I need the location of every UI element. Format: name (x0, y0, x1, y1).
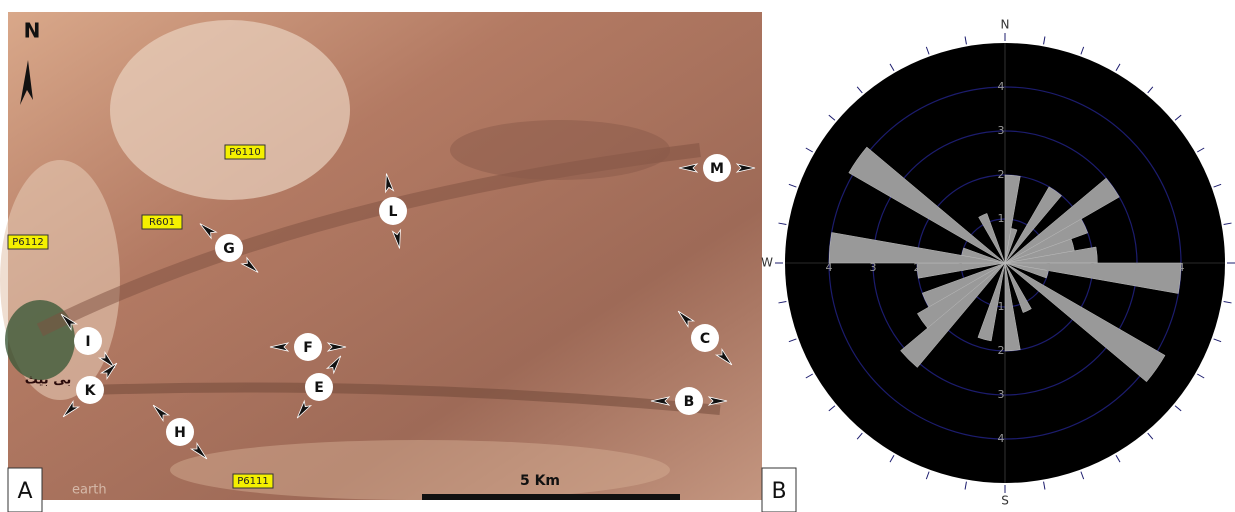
compass-tick (1197, 374, 1204, 378)
direction-label: W (761, 256, 773, 270)
compass-tick (1214, 339, 1222, 342)
figure: N P6110 R601 P6112 P6111 M L G I K F E H C B بی بیث eart… (0, 0, 1235, 512)
compass-tick (1148, 87, 1153, 93)
compass-tick (789, 184, 797, 187)
compass-tick (806, 148, 813, 152)
satellite-map (0, 12, 762, 500)
compass-tick (926, 47, 929, 55)
compass-tick (789, 339, 797, 342)
direction-label: S (1001, 494, 1009, 508)
compass-tick (829, 406, 835, 411)
compass-tick (1224, 302, 1232, 303)
compass-tick (829, 115, 835, 120)
ring-label: 4 (998, 432, 1005, 445)
compass-tick (926, 472, 929, 480)
ring-label: 4 (998, 80, 1005, 93)
site-label: L (389, 204, 398, 220)
compass-tick (1224, 223, 1232, 224)
panel-label: A (17, 479, 32, 504)
compass-tick (1116, 64, 1120, 71)
compass-tick (1044, 482, 1045, 490)
site-label: C (700, 331, 710, 347)
scale-label: 5 Km (520, 473, 560, 489)
compass-tick (778, 223, 786, 224)
compass-tick (778, 302, 786, 303)
ring-label: 4 (1178, 261, 1185, 274)
ring-label: 2 (998, 168, 1005, 181)
ring-label: 2 (914, 261, 921, 274)
watermark: earth (72, 483, 107, 498)
road-label: P6111 (237, 476, 268, 487)
ring-label: 2 (998, 344, 1005, 357)
panel-label: B (771, 479, 786, 504)
ring-label: 1 (998, 212, 1005, 225)
town-label: بی بیث (25, 373, 72, 388)
page: {"panel_a": {"label": "A", "north": "N",… (0, 0, 1235, 512)
compass-tick (1197, 148, 1204, 152)
north-label: N (24, 19, 41, 43)
ring-label: 1 (958, 261, 965, 274)
road-label: P6110 (229, 147, 260, 158)
compass-tick (965, 36, 966, 44)
compass-tick (1175, 406, 1181, 411)
site-label: G (223, 241, 235, 257)
site-label: B (684, 394, 695, 410)
site-label: H (174, 425, 186, 441)
site-label: F (303, 340, 313, 356)
ring-label: 1 (1046, 261, 1053, 274)
site-label: E (314, 380, 324, 396)
ring-label: 3 (998, 124, 1005, 137)
compass-tick (1175, 115, 1181, 120)
ring-label: 4 (826, 261, 833, 274)
ring-label: 3 (1134, 261, 1141, 274)
site-label: M (710, 161, 724, 177)
direction-label: N (1001, 18, 1010, 32)
road-label: R601 (149, 217, 175, 228)
ring-label: 1 (998, 300, 1005, 313)
compass-tick (890, 64, 894, 71)
ring-label: 3 (870, 261, 877, 274)
compass-tick (1116, 455, 1120, 462)
site-label: K (85, 383, 97, 399)
ring-label: 2 (1090, 261, 1097, 274)
compass-tick (890, 455, 894, 462)
site-label: I (85, 334, 90, 350)
compass-tick (857, 433, 862, 439)
compass-tick (1081, 472, 1084, 480)
road-label: P6112 (12, 237, 43, 248)
compass-tick (1081, 47, 1084, 55)
compass-tick (857, 87, 862, 93)
compass-tick (1148, 433, 1153, 439)
compass-tick (806, 374, 813, 378)
compass-tick (1044, 36, 1045, 44)
compass-tick (1214, 184, 1222, 187)
ring-label: 3 (998, 388, 1005, 401)
compass-tick (965, 482, 966, 490)
